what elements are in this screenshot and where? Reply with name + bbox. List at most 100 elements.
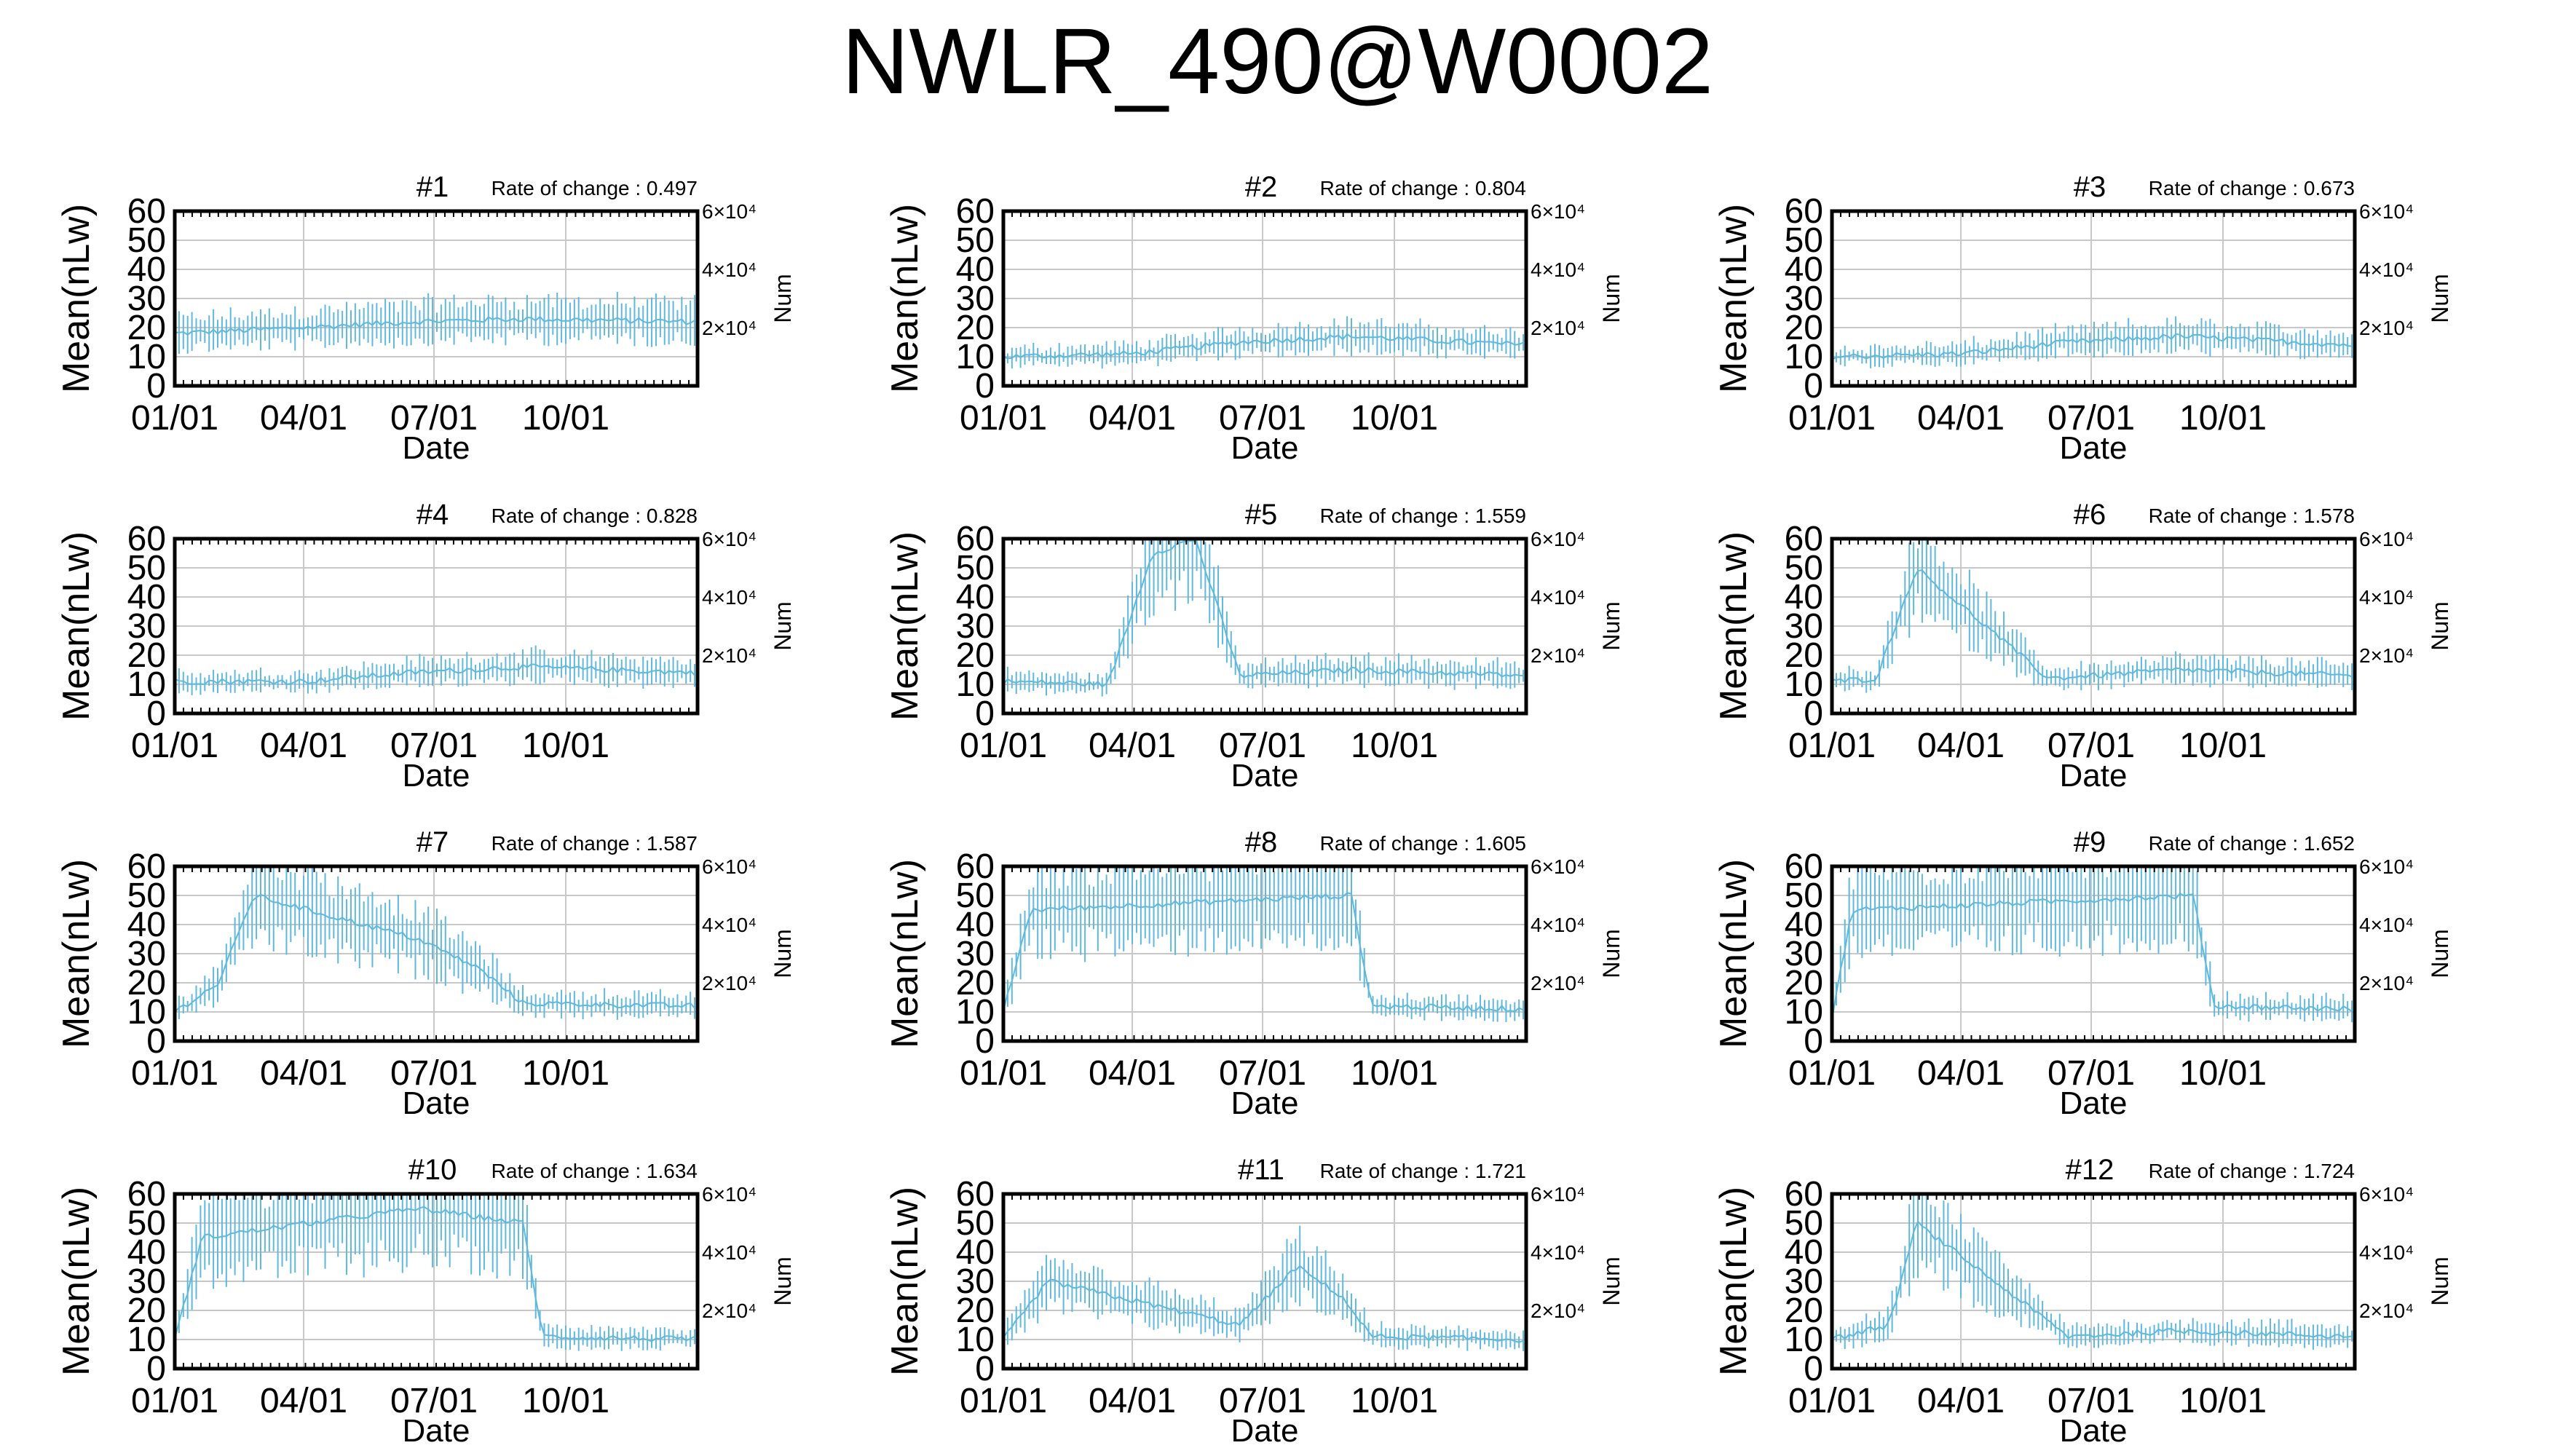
y2-tick-label: 4×10⁴ [1531,1241,1585,1264]
x-tick-label: 04/01 [260,727,347,765]
series-line [1003,333,1524,360]
y-tick-label: 40 [956,250,995,289]
y-tick-label: 30 [956,607,995,646]
y-axis-label: Mean(nLw) [1713,859,1755,1048]
x-tick-label: 10/01 [522,1054,609,1093]
y-tick-label: 10 [127,993,166,1032]
x-axis-label: Date [403,1085,470,1121]
x-tick-label: 04/01 [1917,399,2005,438]
y2-tick-label: 2×10⁴ [1531,317,1585,339]
y-tick-label: 10 [956,993,995,1032]
y2-axis-label: Num [770,1257,796,1306]
y-tick-label: 30 [127,607,166,646]
y-tick-label: 30 [127,935,166,973]
y-tick-label: 20 [1785,636,1823,675]
grid [175,211,698,386]
y-tick-label: 20 [1785,964,1823,1002]
y2-axis-label: Num [770,929,796,978]
y-axis-label: Mean(nLw) [55,531,98,721]
x-tick-label: 10/01 [522,727,609,765]
y-tick-label: 50 [127,877,166,915]
rate-of-change-label: Rate of change : 0.497 [491,177,698,199]
x-tick-label: 01/01 [1788,1054,1876,1093]
x-tick-label: 07/01 [1219,1382,1306,1420]
series-1 [1831,539,2353,693]
y-tick-label: 50 [1785,1204,1823,1243]
y-tick-label: 50 [1785,549,1823,587]
x-tick-label: 07/01 [2047,1382,2135,1420]
y-tick-label: 40 [1785,578,1823,617]
y-tick-label: 0 [146,1350,166,1388]
y-tick-label: 10 [956,338,995,376]
x-tick-label: 04/01 [1089,727,1176,765]
page-title: NWLR_490@W0002 [841,9,1714,114]
y-axis-label: Mean(nLw) [884,204,926,393]
y-tick-label: 10 [127,1321,166,1359]
y-tick-label: 10 [1785,665,1823,704]
y2-tick-label: 4×10⁴ [2359,1241,2414,1264]
x-tick-label: 07/01 [2047,399,2135,438]
y-axis-label: Mean(nLw) [884,859,926,1048]
y-tick-label: 20 [956,309,995,347]
x-axis-label: Date [2060,430,2128,466]
rate-of-change-label: Rate of change : 1.652 [2149,832,2355,855]
y-tick-label: 60 [127,847,166,886]
x-tick-label: 07/01 [1219,727,1306,765]
x-axis-label: Date [2060,1085,2128,1121]
y2-tick-label: 6×10⁴ [1531,1183,1585,1206]
rate-of-change-label: Rate of change : 1.587 [491,832,698,855]
series-line [1003,892,1524,1013]
x-tick-label: 04/01 [260,399,347,438]
x-axis-label: Date [1231,430,1299,466]
y-tick-label: 40 [1785,1233,1823,1272]
y-tick-label: 40 [1785,906,1823,944]
y-tick-label: 20 [127,1291,166,1330]
x-tick-label: 10/01 [1351,399,1438,438]
x-tick-label: 04/01 [260,1054,347,1093]
series-line [1831,892,2353,1020]
y-tick-label: 20 [127,964,166,1002]
y-tick-label: 60 [1785,192,1823,231]
grid [175,539,698,713]
y2-tick-label: 2×10⁴ [2359,644,2414,667]
y-tick-label: 40 [956,1233,995,1272]
x-tick-label: 07/01 [390,727,478,765]
y2-axis-label: Num [2427,601,2453,651]
y-tick-label: 40 [127,250,166,289]
series-1 [174,866,696,1024]
x-axis-label: Date [2060,758,2128,794]
y-tick-label: 20 [1785,309,1823,347]
y-axis-label: Mean(nLw) [884,531,926,721]
y-axis-label: Mean(nLw) [55,859,98,1048]
series-line [1003,1265,1524,1343]
x-axis-label: Date [403,1413,470,1449]
y-axis-label: Mean(nLw) [1713,204,1755,393]
y2-tick-label: 6×10⁴ [702,1183,757,1206]
x-tick-label: 01/01 [131,1054,218,1093]
x-tick-label: 10/01 [522,1382,609,1420]
series-1 [174,292,696,354]
x-tick-label: 04/01 [1089,1054,1176,1093]
y2-tick-label: 2×10⁴ [702,1299,757,1322]
series-line [1831,1219,2353,1340]
rate-of-change-label: Rate of change : 1.559 [1320,505,1526,527]
x-tick-label: 07/01 [390,1382,478,1420]
grid [1832,211,2355,386]
y2-tick-label: 2×10⁴ [702,317,757,339]
x-tick-label: 01/01 [131,399,218,438]
y2-axis-label: Num [1598,929,1624,978]
y2-tick-label: 4×10⁴ [702,914,757,936]
x-tick-label: 07/01 [2047,727,2135,765]
y-tick-label: 10 [127,665,166,704]
y-tick-label: 60 [1785,520,1823,558]
chart-title: #10 [408,1154,457,1186]
series-line [174,663,695,686]
y-tick-label: 0 [975,1350,995,1388]
x-tick-label: 04/01 [1089,1382,1176,1420]
